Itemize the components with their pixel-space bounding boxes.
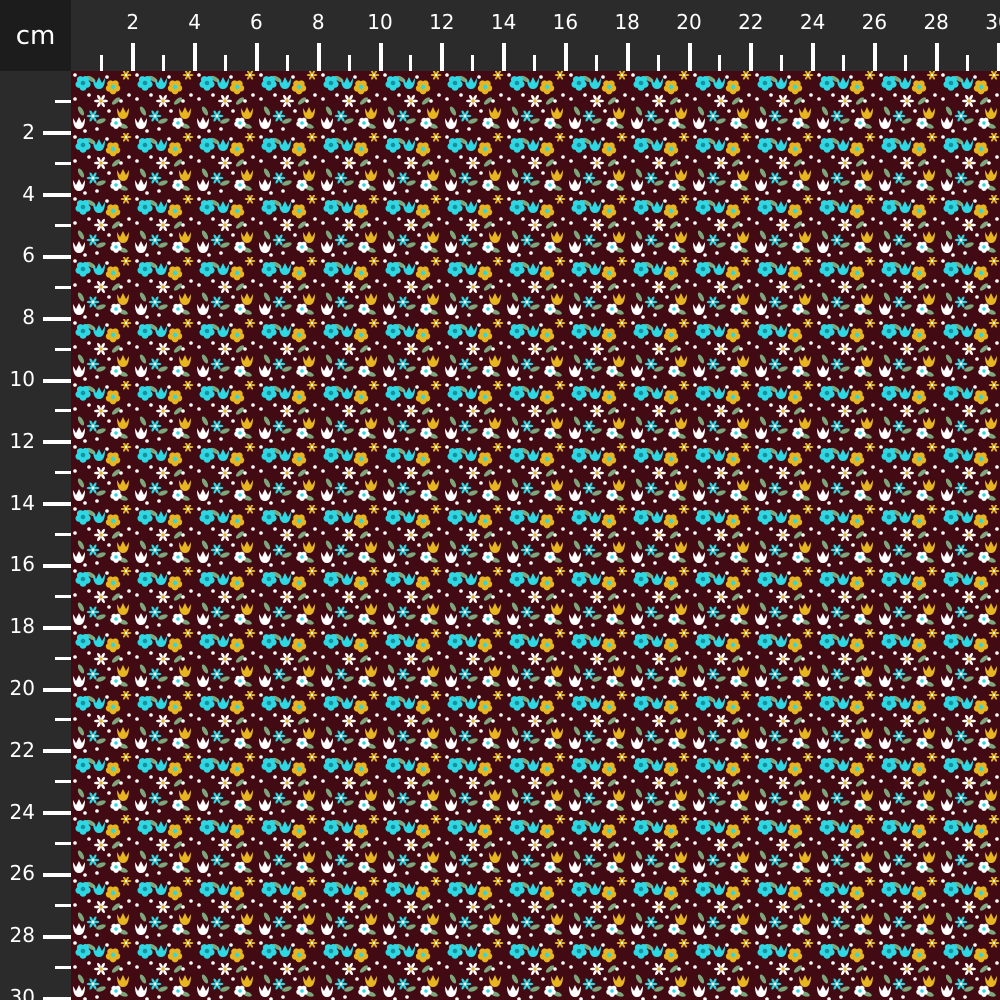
- ruler-tick: [55, 224, 71, 227]
- ruler-tick: [811, 43, 816, 71]
- ruler-tick: [43, 563, 71, 568]
- ruler-tick: [55, 533, 71, 536]
- ruler-tick: [347, 55, 351, 71]
- ruler-tick: [502, 43, 507, 71]
- ruler-tick: [965, 55, 969, 71]
- left-ruler-label: 16: [9, 552, 35, 577]
- left-ruler-label: 18: [9, 614, 35, 639]
- fabric-swatch: [71, 71, 1000, 1000]
- ruler-tick: [55, 100, 71, 104]
- top-ruler-label: 4: [188, 10, 201, 34]
- ruler-tick: [43, 872, 71, 877]
- top-ruler-label: 20: [676, 10, 702, 34]
- ruler-tick: [224, 55, 227, 71]
- ruler-tick: [316, 43, 321, 71]
- ruler-tick: [55, 162, 71, 166]
- ruler-tick: [100, 55, 104, 71]
- ruler-tick: [131, 43, 136, 71]
- ruler-tick: [254, 43, 259, 71]
- left-ruler-label: 20: [9, 676, 35, 700]
- floral-pattern: [71, 71, 1000, 1000]
- top-ruler-label: 6: [250, 10, 263, 34]
- ruler-tick: [55, 347, 71, 351]
- ruler-tick: [625, 43, 630, 71]
- left-ruler-label: 12: [9, 428, 35, 453]
- top-ruler-label: 14: [490, 10, 517, 34]
- ruler-tick: [55, 594, 71, 598]
- ruler-tick: [43, 254, 71, 259]
- left-ruler: 2 4 6 8 10 12 14 16 18 20 22 24 26 28 30: [0, 71, 71, 1000]
- ruler-tick: [563, 43, 568, 71]
- ruler-tick: [440, 43, 445, 71]
- left-ruler-label: 6: [22, 243, 35, 268]
- left-ruler-label: 26: [9, 861, 35, 886]
- left-ruler-label: 2: [22, 119, 35, 144]
- ruler-tick: [718, 55, 722, 71]
- ruler-tick: [903, 55, 907, 71]
- left-ruler-label: 10: [9, 367, 35, 391]
- ruler-tick: [43, 440, 71, 445]
- ruler-tick: [43, 193, 71, 198]
- ruler-tick: [842, 55, 845, 71]
- ruler-tick: [55, 780, 71, 784]
- top-ruler-label: 18: [614, 10, 640, 34]
- ruler-tick: [285, 55, 289, 71]
- top-ruler-label: 30: [985, 10, 1000, 34]
- ruler-tick: [934, 43, 939, 71]
- ruler-tick: [656, 55, 660, 71]
- left-ruler-label: 4: [22, 181, 35, 206]
- ruler-tick: [409, 55, 413, 71]
- ruler-tick: [55, 409, 71, 413]
- ruler-tick: [43, 378, 71, 383]
- ruler-tick: [55, 718, 71, 722]
- top-ruler-label: 26: [861, 10, 888, 34]
- ruler-tick: [872, 43, 877, 71]
- ruler-tick: [55, 965, 71, 969]
- ruler-tick: [43, 996, 71, 1000]
- ruler-tick: [43, 687, 71, 692]
- left-ruler-label: 8: [22, 305, 35, 330]
- ruler-tick: [471, 55, 475, 71]
- ruler-tick: [193, 43, 198, 71]
- ruler-tick: [55, 903, 71, 907]
- left-ruler-label: 30: [9, 985, 35, 1000]
- top-ruler-label: 8: [311, 10, 325, 34]
- ruler-tick: [55, 285, 71, 289]
- ruler-tick: [43, 316, 71, 321]
- ruler-tick: [55, 471, 71, 475]
- left-ruler-label: 24: [9, 799, 35, 824]
- ruler-tick: [43, 131, 71, 136]
- ruler-tick: [43, 625, 71, 630]
- left-ruler-label: 28: [9, 923, 35, 948]
- top-ruler-label: 22: [738, 10, 764, 34]
- left-ruler-label: 14: [9, 490, 35, 515]
- top-ruler-label: 24: [799, 10, 826, 34]
- top-ruler-label: 2: [126, 10, 140, 34]
- ruler-tick: [687, 43, 692, 71]
- unit-label: cm: [0, 0, 71, 71]
- ruler-tick: [996, 43, 1000, 71]
- ruler-tick: [162, 55, 166, 71]
- left-ruler-label: 22: [9, 737, 35, 762]
- ruler-tick: [43, 934, 71, 939]
- ruler-tick: [749, 43, 754, 71]
- ruler-tick: [55, 842, 71, 845]
- top-ruler-label: 16: [552, 10, 579, 34]
- top-ruler-label: 12: [429, 10, 455, 34]
- top-ruler-label: 28: [923, 10, 949, 34]
- ruler-tick: [378, 43, 383, 71]
- ruler-tick: [43, 502, 71, 507]
- ruler-tick: [55, 656, 71, 660]
- ruler-tick: [43, 811, 71, 816]
- ruler-tick: [594, 55, 598, 71]
- top-ruler-label: 10: [367, 10, 393, 34]
- ruler-tick: [43, 749, 71, 754]
- ruler-tick: [533, 55, 536, 71]
- ruler-tick: [780, 55, 784, 71]
